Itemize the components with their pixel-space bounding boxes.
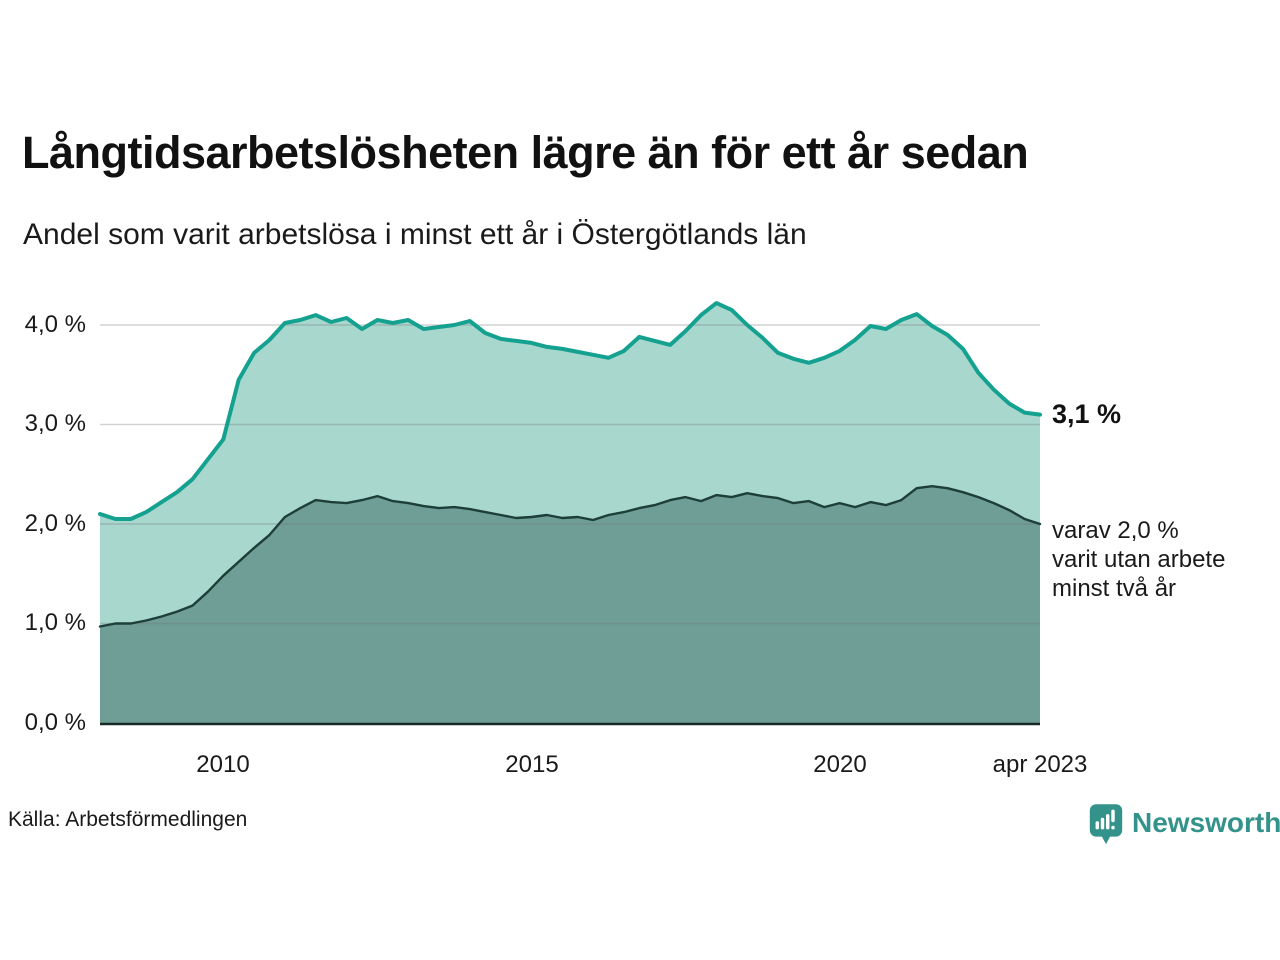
bar-chart-glyph [1095,809,1115,830]
line-total [98,301,1042,521]
annotation-two-years-line3: minst två år [1052,575,1177,602]
y-tick-label-4: 4,0 % [24,311,86,338]
x-tick-label-2010: 2010 [196,751,250,778]
y-tick-label-2: 2,0 % [24,510,86,537]
area-total [100,303,1040,723]
gridlines [100,324,1040,625]
chart-title: Långtidsarbetslösheten lägre än för ett … [22,127,1029,178]
line-two-years [98,485,1042,628]
annotation-two-years-line1: varav 2,0 % [1052,517,1179,544]
brand-logo: Newsworthy [1088,802,1280,846]
source-text: Källa: Arbetsförmedlingen [8,808,248,831]
x-tick-label-2015: 2015 [505,751,559,778]
annotation-two-years: varav 2,0 % varit utan arbete minst två … [1052,516,1225,603]
x-tick-label-apr-2023: apr 2023 [992,751,1088,778]
y-tick-label-3: 3,0 % [24,410,86,437]
chart-subtitle: Andel som varit arbetslösa i minst ett å… [23,218,807,251]
brand-text: Newsworthy [1132,807,1280,838]
x-tick-label-2020: 2020 [813,751,867,778]
y-tick-label-1: 1,0 % [24,609,86,636]
annotation-two-years-line2: varit utan arbete [1052,546,1226,573]
y-tick-label-0: 0,0 % [24,709,86,736]
annotation-latest-total: 3,1 % [1052,399,1122,429]
newsworthy-icon [1089,804,1123,845]
area-two-years [100,486,1040,723]
